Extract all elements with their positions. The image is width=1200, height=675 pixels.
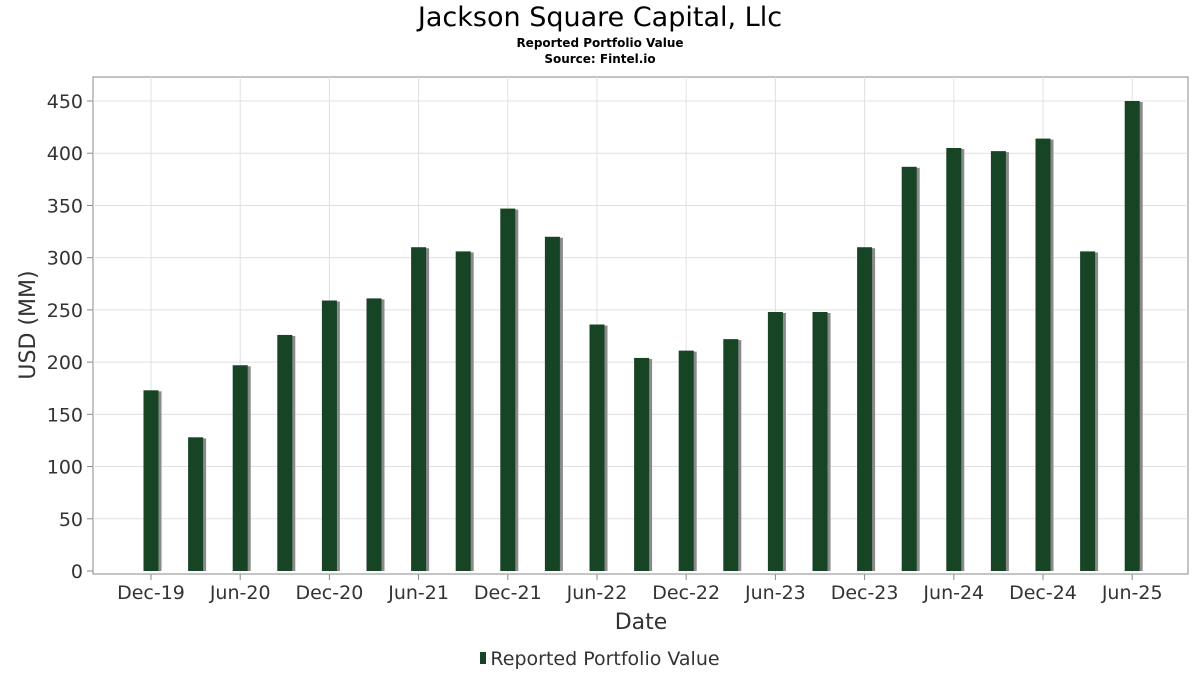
bar xyxy=(366,298,382,571)
bar xyxy=(544,236,560,571)
bar xyxy=(277,334,293,571)
x-tick-label: Dec-23 xyxy=(831,582,899,604)
bar xyxy=(990,151,1006,571)
bar-series xyxy=(143,101,1143,572)
x-tick-label: Dec-19 xyxy=(117,582,185,604)
bar xyxy=(1124,101,1140,571)
y-tick-label: 450 xyxy=(47,91,83,113)
bar xyxy=(455,251,471,571)
bar xyxy=(1035,138,1051,571)
bar xyxy=(812,311,828,571)
bar xyxy=(188,437,204,571)
x-tick-label: Jun-23 xyxy=(744,582,806,604)
y-axis-label: USD (MM) xyxy=(16,270,41,379)
y-tick-label: 50 xyxy=(59,509,83,531)
x-tick-label: Dec-20 xyxy=(295,582,363,604)
bar xyxy=(678,350,694,571)
x-tick-label: Dec-21 xyxy=(474,582,542,604)
y-tick-label: 0 xyxy=(71,561,83,583)
bar xyxy=(723,339,739,571)
legend-label: Reported Portfolio Value xyxy=(490,648,720,670)
y-tick-label: 100 xyxy=(47,457,83,479)
y-tick-label: 250 xyxy=(47,300,83,322)
x-tick-label: Dec-22 xyxy=(652,582,720,604)
bar xyxy=(143,390,159,571)
bar xyxy=(232,365,248,571)
y-tick-label: 400 xyxy=(47,143,83,165)
bar xyxy=(411,247,427,571)
y-tick-label: 150 xyxy=(47,404,83,426)
x-tick-label: Jun-21 xyxy=(387,582,449,604)
legend: Reported Portfolio Value xyxy=(0,648,1200,670)
x-axis-label: Date xyxy=(615,610,668,635)
y-axis: 0 50 100 150 200 250 300 350 400 450 xyxy=(47,91,93,583)
bar xyxy=(634,357,650,571)
chart-title: Jackson Square Capital, Llc xyxy=(417,2,783,33)
bar xyxy=(857,247,873,571)
x-tick-label: Jun-24 xyxy=(922,582,984,604)
bar xyxy=(901,166,917,572)
x-axis: Dec-19 Jun-20 Dec-20 Jun-21 Dec-21 Jun-22 Dec-… xyxy=(117,574,1163,604)
x-tick-label: Jun-22 xyxy=(566,582,628,604)
x-tick-label: Jun-20 xyxy=(209,582,271,604)
bar xyxy=(589,324,605,571)
chart-source: Source: Fintel.io xyxy=(544,52,656,66)
bar xyxy=(1080,251,1096,571)
bar xyxy=(321,300,337,571)
bar xyxy=(500,208,516,572)
chart-subtitle: Reported Portfolio Value xyxy=(516,36,684,50)
bar xyxy=(946,148,962,571)
y-tick-label: 200 xyxy=(47,352,83,374)
y-tick-label: 300 xyxy=(47,248,83,270)
x-tick-label: Dec-24 xyxy=(1009,582,1077,604)
bar xyxy=(767,311,783,571)
y-tick-label: 350 xyxy=(47,195,83,217)
legend-swatch xyxy=(480,652,487,664)
x-tick-label: Jun-25 xyxy=(1101,582,1163,604)
